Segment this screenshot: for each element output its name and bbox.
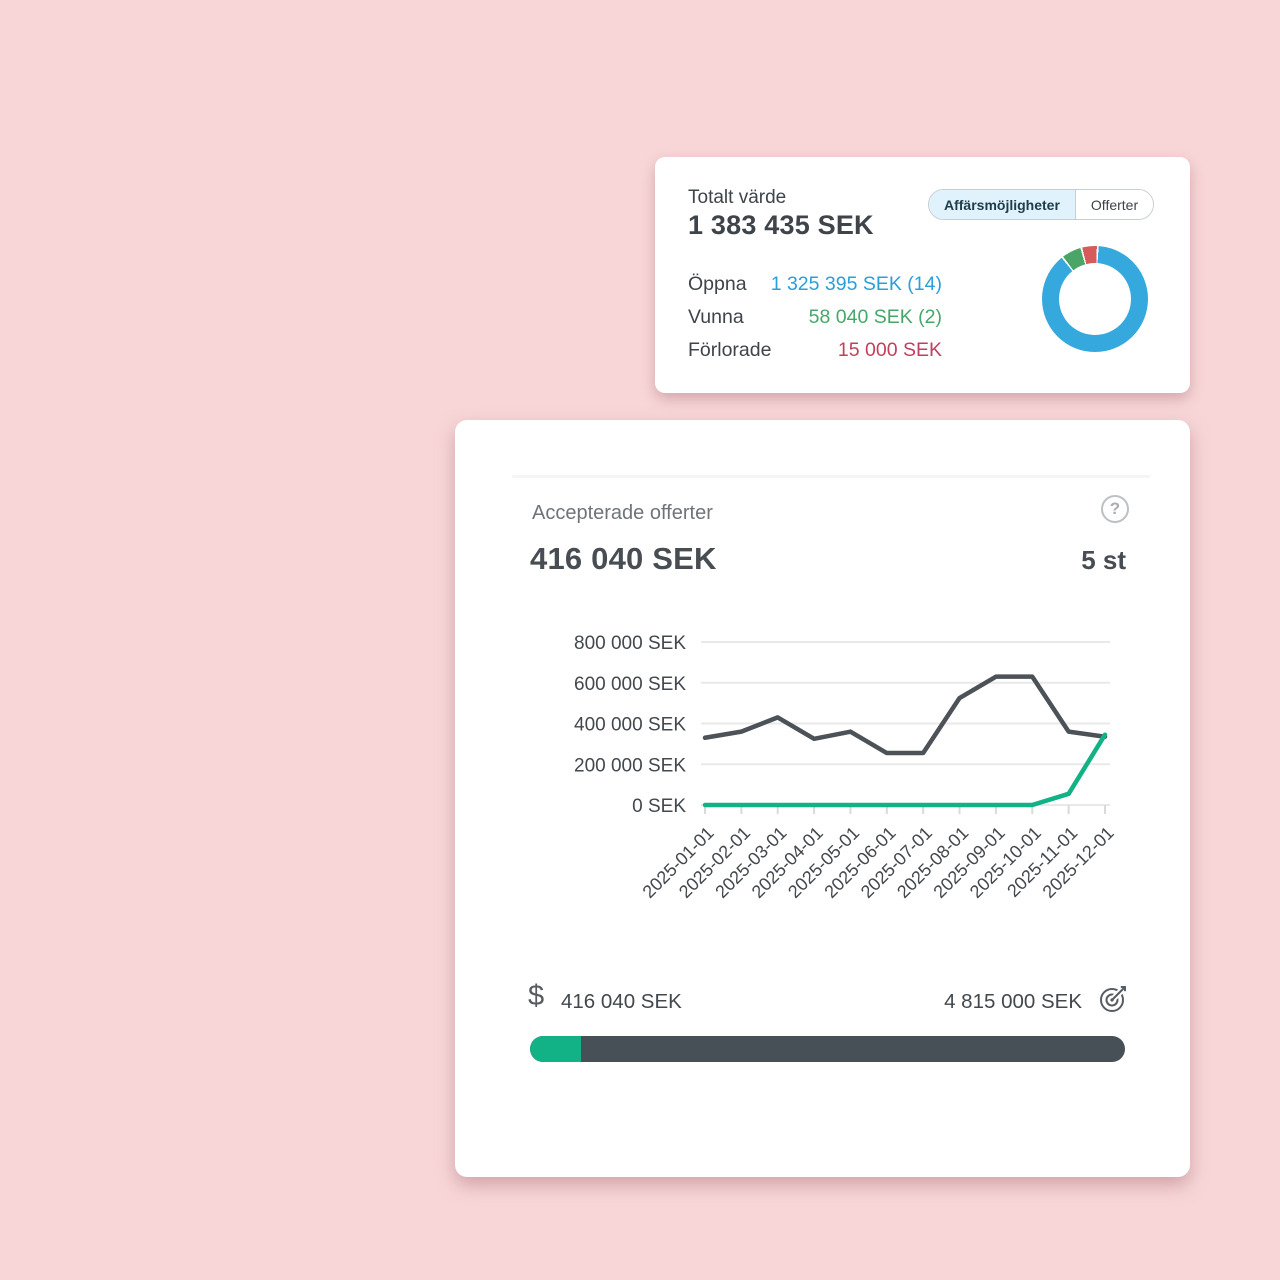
target-arrow-icon — [1100, 982, 1130, 1012]
accepted-quotes-title: Accepterade offerter — [532, 502, 713, 524]
row-forlorade: Förlorade 15 000 SEK — [688, 339, 942, 372]
toggle-offerter[interactable]: Offerter — [1075, 190, 1154, 219]
goal-progress-fill — [530, 1036, 582, 1062]
goal-progress-bar — [530, 1036, 1125, 1062]
help-icon[interactable]: ? — [1101, 495, 1129, 523]
card-top-divider — [512, 475, 1150, 478]
toggle-affarsmojligheter[interactable]: Affärsmöjligheter — [929, 190, 1076, 219]
row-forlorade-value: 15 000 SEK — [837, 339, 942, 361]
progress-target-value: 4 815 000 SEK — [944, 990, 1082, 1013]
row-oppna-value: 1 325 395 SEK (14) — [770, 273, 942, 295]
svg-text:800 000 SEK: 800 000 SEK — [574, 633, 686, 654]
status-breakdown-list: Öppna 1 325 395 SEK (14) Vunna 58 040 SE… — [688, 273, 942, 372]
svg-text:400 000 SEK: 400 000 SEK — [574, 715, 686, 736]
total-value-card: Totalt värde 1 383 435 SEK Affärsmöjligh… — [655, 157, 1190, 393]
total-value-amount: 1 383 435 SEK — [688, 210, 874, 240]
row-vunna-label: Vunna — [688, 306, 744, 328]
row-vunna: Vunna 58 040 SEK (2) — [688, 306, 942, 339]
view-toggle: Affärsmöjligheter Offerter — [928, 189, 1155, 220]
progress-current-value: 416 040 SEK — [561, 990, 682, 1013]
svg-text:600 000 SEK: 600 000 SEK — [574, 674, 686, 695]
accepted-quotes-card: Accepterade offerter ? 416 040 SEK 5 st … — [455, 420, 1190, 1177]
row-vunna-value: 58 040 SEK (2) — [808, 306, 942, 328]
row-forlorade-label: Förlorade — [688, 339, 772, 361]
quotes-line-chart: 0 SEK 200 000 SEK 400 000 SEK 600 000 SEK 80… — [574, 633, 1118, 902]
total-value-label: Totalt värde — [688, 187, 787, 208]
svg-text:0 SEK: 0 SEK — [632, 796, 686, 817]
row-oppna: Öppna 1 325 395 SEK (14) — [688, 273, 942, 306]
status-donut-chart — [1042, 246, 1148, 352]
accepted-quotes-value: 416 040 SEK — [530, 541, 717, 576]
svg-text:200 000 SEK: 200 000 SEK — [574, 755, 686, 776]
row-oppna-label: Öppna — [688, 273, 747, 295]
accepted-quotes-count: 5 st — [1081, 545, 1126, 575]
currency-dollar-icon: $ — [528, 980, 545, 1012]
